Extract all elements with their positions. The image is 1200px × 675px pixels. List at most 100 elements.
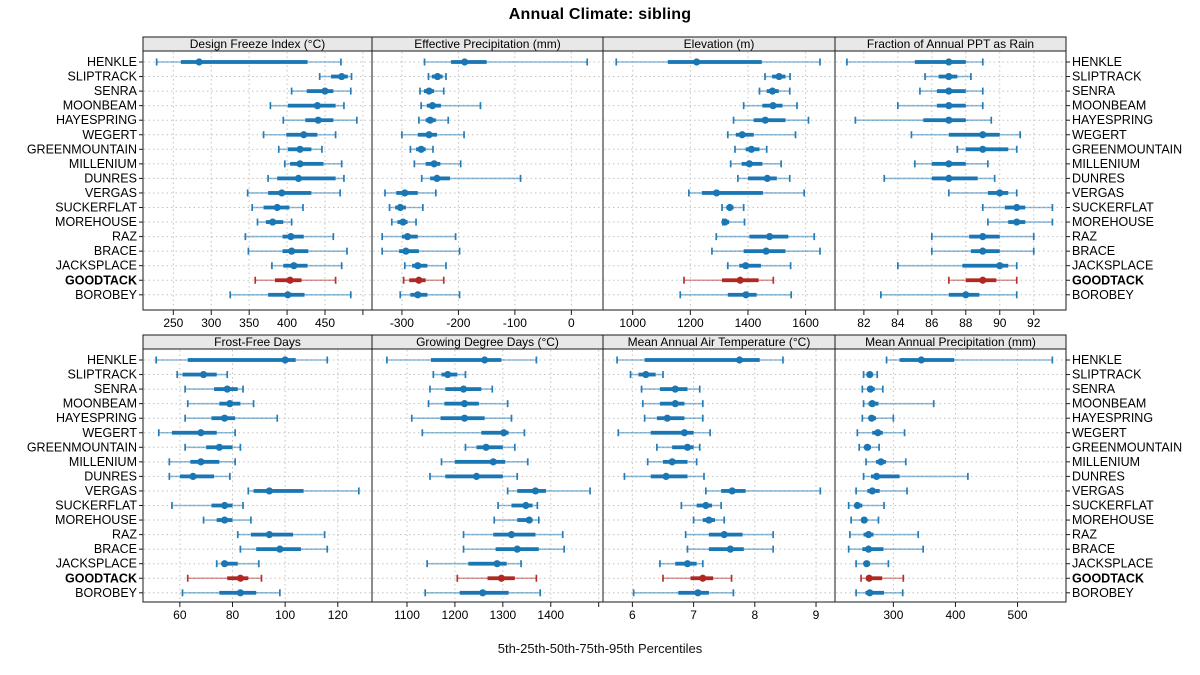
station-label-right: HENKLE [1072,353,1122,367]
median-dot [497,574,505,582]
chart-title: Annual Climate: sibling [508,6,692,23]
median-dot [300,131,308,139]
median-dot [226,400,234,408]
iqr-bar [253,489,304,493]
percentile-glyph-vergas [688,189,806,197]
x-tick-label: 1100 [394,608,420,622]
iqr-bar [865,590,885,595]
median-dot [433,174,441,182]
percentile-glyph-suckerflat [251,203,304,212]
percentile-glyph-millenium [865,458,907,466]
station-label-right: BOROBEY [1072,586,1134,600]
percentile-glyph-borobey [399,291,461,299]
x-tick-label: 90 [993,316,1007,330]
median-dot [866,370,874,379]
iqr-bar [753,118,786,123]
panel-gridlines [373,52,602,315]
median-dot [762,247,770,255]
median-dot [866,589,874,597]
iqr-bar [650,430,694,435]
percentile-glyph-morehouse [850,516,880,524]
percentile-glyph-sliptrack [924,72,972,81]
median-dot [414,291,422,299]
iqr-bar [914,60,966,64]
median-dot [726,203,734,212]
percentile-glyph-morehouse [987,218,1054,226]
station-label-right: DUNRES [1072,469,1125,483]
iqr-bar [182,372,217,377]
median-dot [738,131,746,139]
percentile-glyph-suckerflat [847,501,885,510]
percentile-glyph-senra [640,385,701,393]
median-dot [705,516,713,524]
x-tick-label: 1200 [442,608,469,622]
iqr-bar [923,118,966,123]
median-dot [1013,218,1021,226]
iqr-bar [866,576,883,581]
median-dot [877,458,885,466]
percentile-glyph-borobey [632,589,735,597]
station-label-right: MOREHOUSE [1072,513,1154,527]
percentile-glyph-moonbeam [862,400,935,408]
percentile-glyph-millenium [729,160,782,168]
median-dot [425,87,433,95]
iqr-bar [739,263,761,268]
percentile-glyph-brace [686,545,775,553]
percentile-glyph-senra [290,87,352,95]
median-dot [945,102,953,110]
iqr-bar [221,561,238,566]
percentile-glyph-wegert [421,429,526,437]
percentile-glyph-morehouse [721,218,746,226]
percentile-glyph-dunres [737,174,791,182]
percentile-glyph-moonbeam [427,400,509,408]
x-tick-label: 88 [959,316,973,330]
panel-strip-title: Mean Annual Precipitation (mm) [865,335,1036,349]
station-label-right: SLIPTRACK [1072,70,1142,84]
iqr-bar [727,292,757,297]
median-dot [668,458,676,466]
station-label-right: JACKSPLACE [1072,557,1153,571]
median-dot [866,385,874,393]
panel-strip-title: Fraction of Annual PPT as Rain [867,37,1034,51]
percentile-glyph-wegert [910,131,1021,139]
percentile-glyph-borobey [181,589,281,597]
percentile-glyph-brace [930,247,1035,255]
station-label-right: HAYESPRING [1072,113,1153,127]
percentile-glyph-henkle [423,58,589,66]
percentile-glyph-greenmountain [734,145,768,153]
percentile-glyph-jacksplace [855,560,890,568]
panel-plot-area [371,50,604,311]
x-tick-label: 84 [891,316,905,330]
station-label-left: WEGERT [82,128,137,142]
x-tick-label: 1400 [735,316,762,330]
station-label-left: HENKLE [87,55,137,69]
iqr-bar [187,358,296,362]
percentile-glyph-senra [419,87,445,95]
median-dot [1013,203,1021,212]
x-tick-label: 1200 [677,316,704,330]
iqr-bar [171,430,217,435]
station-label-left: JACKSPLACE [56,557,137,571]
median-dot [680,429,689,437]
percentile-glyph-brace [239,545,329,553]
median-dot [401,189,409,197]
median-dot [425,131,433,139]
percentile-glyph-senra [861,385,884,393]
percentile-glyph-sliptrack [318,72,353,81]
x-tick-label: 1600 [792,316,819,330]
iqr-bar [517,489,546,493]
iqr-bar [747,176,777,181]
median-dot [769,102,777,110]
percentile-glyph-goodtack [186,574,263,582]
median-dot [996,262,1004,270]
percentile-glyph-senra [429,385,494,393]
iqr-bar [179,474,215,479]
percentile-glyph-suckerflat [171,501,244,510]
percentile-glyph-sliptrack [432,370,467,379]
station-label-left: GREENMOUNTAIN [27,142,137,156]
median-dot [278,189,286,197]
iqr-bar [678,590,709,595]
percentile-glyph-vergas [246,189,342,197]
median-dot [189,472,197,480]
median-dot [294,174,303,182]
